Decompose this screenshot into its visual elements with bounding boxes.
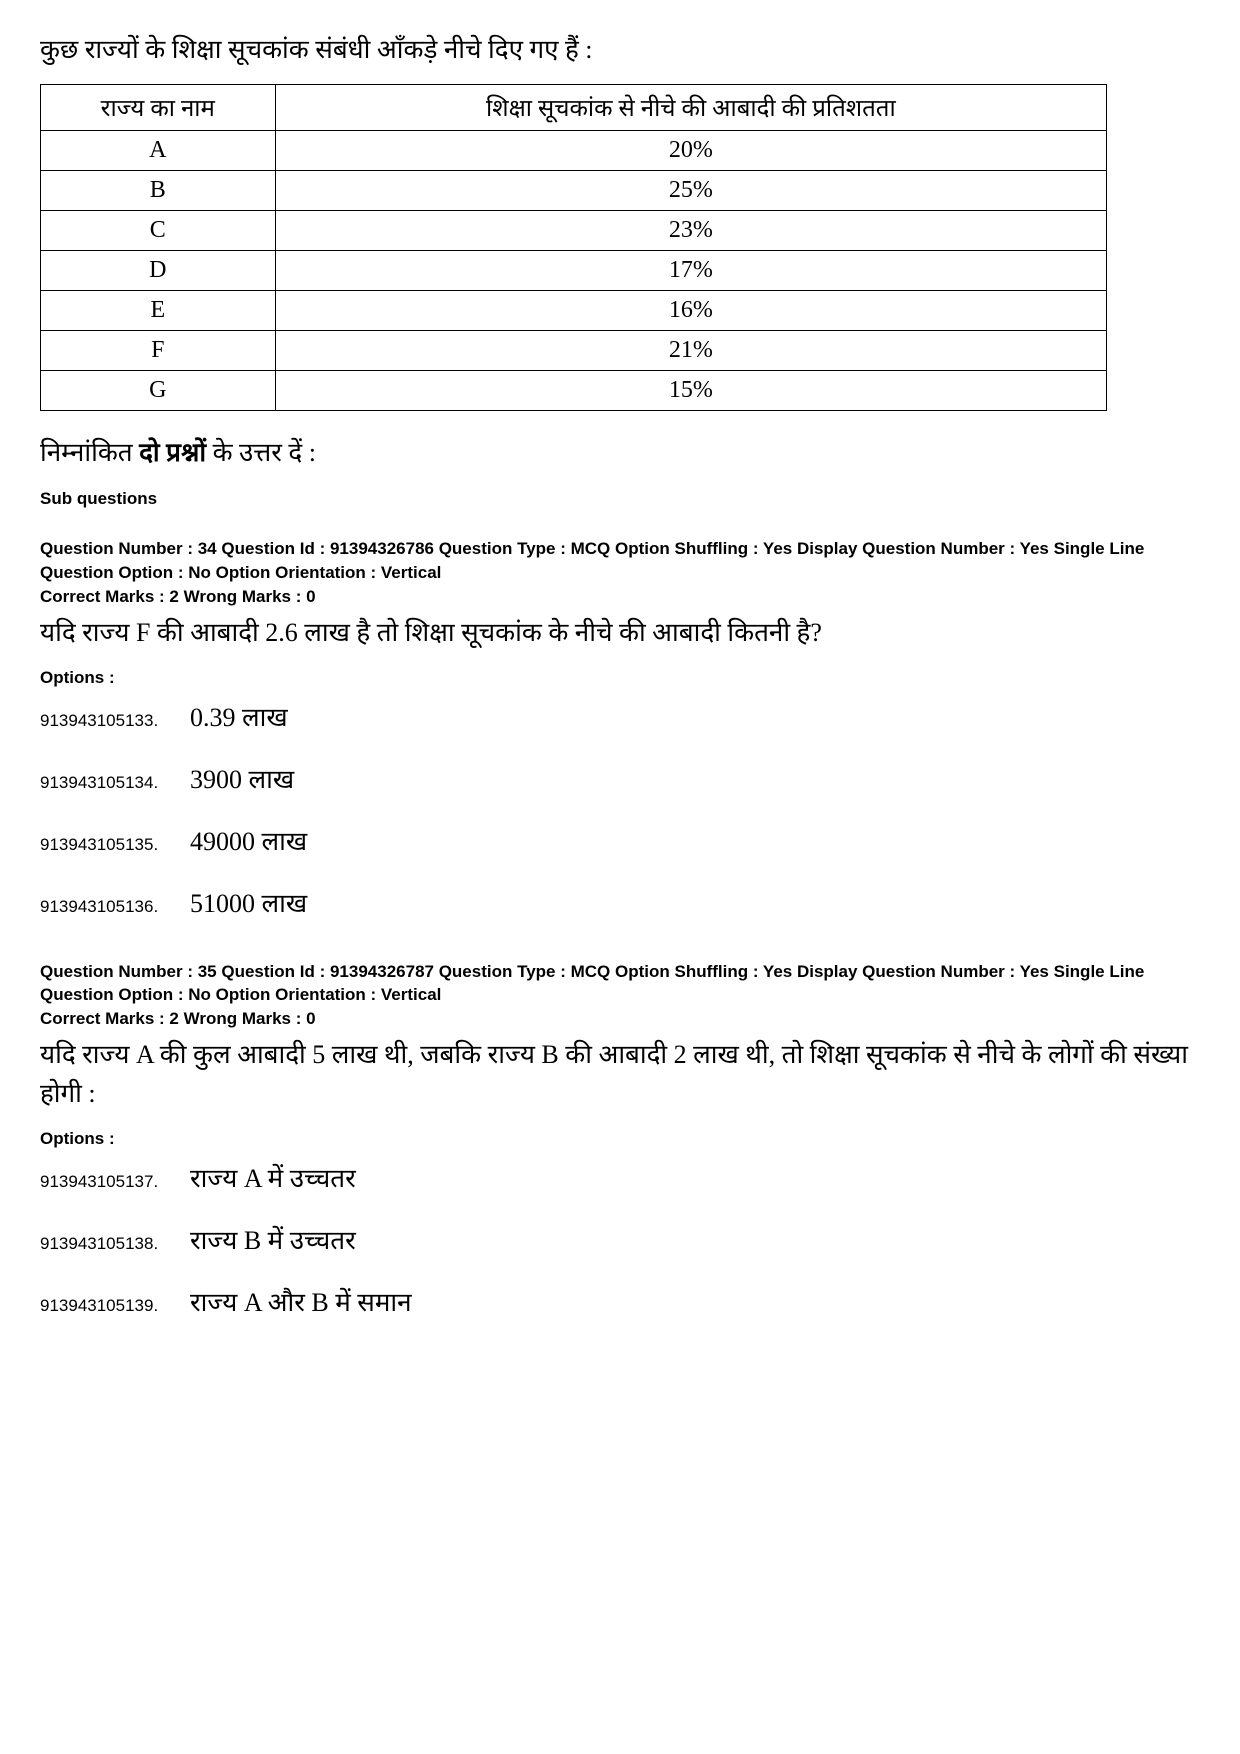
table-row: E 16% (41, 291, 1107, 331)
table-cell: A (41, 131, 276, 171)
option-row: 913943105138. राज्य B में उच्चतर (40, 1221, 1200, 1257)
instruction-pre: निम्नांकित (40, 438, 139, 467)
table-cell: B (41, 171, 276, 211)
option-row: 913943105139. राज्य A और B में समान (40, 1283, 1200, 1319)
option-id: 913943105134. (40, 773, 180, 793)
table-header-percentage: शिक्षा सूचकांक से नीचे की आबादी की प्रति… (275, 85, 1107, 131)
option-id: 913943105135. (40, 835, 180, 855)
table-cell: 20% (275, 131, 1107, 171)
option-text: 3900 लाख (190, 760, 294, 796)
option-text: 49000 लाख (190, 822, 307, 858)
sub-questions-label: Sub questions (40, 489, 1200, 509)
question-text: यदि राज्य F की आबादी 2.6 लाख है तो शिक्ष… (40, 613, 1200, 652)
question-meta: Question Number : 34 Question Id : 91394… (40, 537, 1200, 585)
option-id: 913943105139. (40, 1296, 180, 1316)
table-row: G 15% (41, 371, 1107, 411)
table-row: B 25% (41, 171, 1107, 211)
question-text: यदि राज्य A की कुल आबादी 5 लाख थी, जबकि … (40, 1035, 1200, 1113)
table-cell: 16% (275, 291, 1107, 331)
option-text: 0.39 लाख (190, 698, 288, 734)
instruction-bold: दो प्रश्नों (139, 438, 206, 467)
instruction-text: निम्नांकित दो प्रश्नों के उत्तर दें : (40, 433, 1200, 469)
option-text: राज्य A और B में समान (190, 1283, 412, 1319)
table-cell: 15% (275, 371, 1107, 411)
option-text: 51000 लाख (190, 884, 307, 920)
options-label: Options : (40, 1129, 1200, 1149)
table-cell: C (41, 211, 276, 251)
table-row: A 20% (41, 131, 1107, 171)
options-label: Options : (40, 668, 1200, 688)
question-34: Question Number : 34 Question Id : 91394… (40, 537, 1200, 920)
table-cell: E (41, 291, 276, 331)
question-meta: Question Number : 35 Question Id : 91394… (40, 960, 1200, 1008)
option-id: 913943105133. (40, 711, 180, 731)
option-row: 913943105137. राज्य A में उच्चतर (40, 1159, 1200, 1195)
option-row: 913943105136. 51000 लाख (40, 884, 1200, 920)
option-id: 913943105137. (40, 1172, 180, 1192)
option-text: राज्य A में उच्चतर (190, 1159, 356, 1195)
education-index-table: राज्य का नाम शिक्षा सूचकांक से नीचे की आ… (40, 84, 1107, 411)
option-row: 913943105133. 0.39 लाख (40, 698, 1200, 734)
table-header-row: राज्य का नाम शिक्षा सूचकांक से नीचे की आ… (41, 85, 1107, 131)
instruction-post: के उत्तर दें : (206, 438, 316, 467)
table-cell: F (41, 331, 276, 371)
table-cell: G (41, 371, 276, 411)
table-cell: 25% (275, 171, 1107, 211)
question-marks: Correct Marks : 2 Wrong Marks : 0 (40, 1009, 1200, 1029)
table-cell: 23% (275, 211, 1107, 251)
question-35: Question Number : 35 Question Id : 91394… (40, 960, 1200, 1320)
question-marks: Correct Marks : 2 Wrong Marks : 0 (40, 587, 1200, 607)
table-cell: 21% (275, 331, 1107, 371)
table-row: D 17% (41, 251, 1107, 291)
table-header-state: राज्य का नाम (41, 85, 276, 131)
table-row: C 23% (41, 211, 1107, 251)
table-cell: 17% (275, 251, 1107, 291)
intro-text: कुछ राज्यों के शिक्षा सूचकांक संबंधी आँक… (40, 30, 1200, 66)
table-cell: D (41, 251, 276, 291)
option-row: 913943105135. 49000 लाख (40, 822, 1200, 858)
option-text: राज्य B में उच्चतर (190, 1221, 356, 1257)
option-row: 913943105134. 3900 लाख (40, 760, 1200, 796)
option-id: 913943105138. (40, 1234, 180, 1254)
table-row: F 21% (41, 331, 1107, 371)
option-id: 913943105136. (40, 897, 180, 917)
